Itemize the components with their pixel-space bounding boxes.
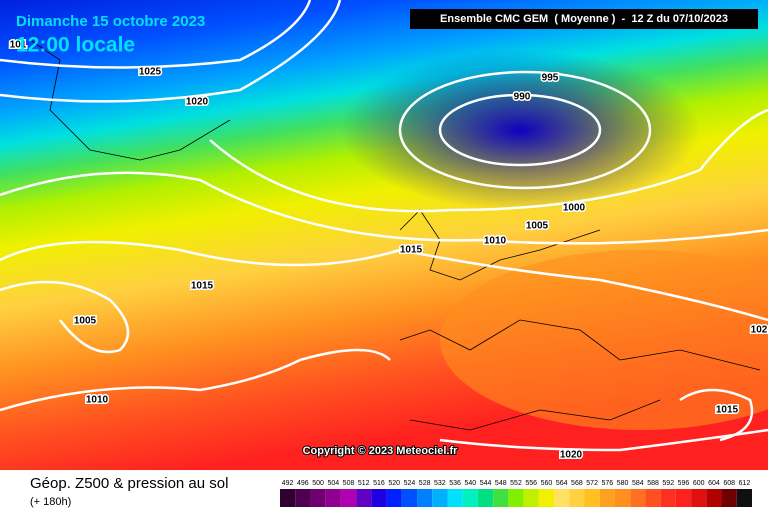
scale-swatch bbox=[736, 489, 752, 507]
scale-label: 492 bbox=[282, 480, 294, 487]
footer-title: Géop. Z500 & pression au sol bbox=[30, 475, 228, 492]
isobar-label: 1015 bbox=[191, 281, 214, 292]
scale-label: 552 bbox=[510, 480, 522, 487]
scale-swatch bbox=[706, 489, 722, 507]
scale-label: 580 bbox=[617, 480, 629, 487]
scale-label: 500 bbox=[312, 480, 324, 487]
low-core bbox=[340, 50, 700, 210]
date: Dimanche 15 octobre 2023 bbox=[16, 13, 205, 30]
scale-label: 520 bbox=[388, 480, 400, 487]
scale-swatch bbox=[721, 489, 737, 507]
scale-label: 612 bbox=[739, 480, 751, 487]
scale-label: 496 bbox=[297, 480, 309, 487]
scale-swatch bbox=[371, 489, 387, 507]
scale-label: 504 bbox=[327, 480, 339, 487]
scale-swatch bbox=[401, 489, 418, 507]
scale-label: 548 bbox=[495, 480, 507, 487]
scale-label: 604 bbox=[708, 480, 720, 487]
copyright: Copyright © 2023 Meteociel.fr bbox=[303, 445, 459, 457]
scale-label: 556 bbox=[525, 480, 537, 487]
scale-swatch bbox=[447, 489, 463, 507]
isobar-label: 102 bbox=[751, 325, 768, 336]
scale-swatch bbox=[691, 489, 707, 507]
warm-area bbox=[440, 250, 768, 430]
scale-swatch bbox=[417, 489, 433, 507]
scale-swatch bbox=[645, 489, 661, 507]
lead-time: (+ 180h) bbox=[30, 496, 71, 508]
isobar-labels: 1025 1020 995 990 1000 1005 1010 1015 10… bbox=[8, 38, 768, 462]
isobar-label: 1015 bbox=[716, 405, 739, 416]
isobars bbox=[0, 0, 768, 450]
isobar-label: 1015 bbox=[400, 245, 423, 256]
isobar-label: 1020 bbox=[560, 450, 583, 461]
scale-label: 560 bbox=[541, 480, 553, 487]
isobar-label: 1005 bbox=[74, 316, 97, 327]
scale-label: 564 bbox=[556, 480, 568, 487]
isobar-label: 990 bbox=[514, 92, 531, 103]
scale-label: 544 bbox=[480, 480, 492, 487]
scale-label: 588 bbox=[647, 480, 659, 487]
coastlines bbox=[29, 39, 761, 431]
isobar-label: 1005 bbox=[526, 221, 549, 232]
model-info: Ensemble CMC GEM ( Moyenne ) - 12 Z du 0… bbox=[440, 13, 728, 25]
local-time: 12:00 locale bbox=[16, 34, 135, 57]
scale-label: 596 bbox=[678, 480, 690, 487]
scale-swatch bbox=[310, 489, 326, 507]
scale-label: 532 bbox=[434, 480, 446, 487]
scale-label: 584 bbox=[632, 480, 644, 487]
scale-label: 572 bbox=[586, 480, 598, 487]
scale-swatch bbox=[660, 489, 676, 507]
scale-swatch bbox=[325, 489, 341, 507]
scale-swatch bbox=[493, 489, 509, 507]
scale-swatch bbox=[356, 489, 372, 507]
scale-label: 528 bbox=[419, 480, 431, 487]
scale-swatch bbox=[554, 489, 570, 507]
scale-label: 536 bbox=[449, 480, 461, 487]
scale-swatch bbox=[386, 489, 402, 507]
scale-label: 608 bbox=[723, 480, 735, 487]
scale-swatch bbox=[538, 489, 555, 507]
isobar-label: 1010 bbox=[86, 395, 109, 406]
scale-label: 540 bbox=[464, 480, 476, 487]
scale-swatch bbox=[523, 489, 539, 507]
scale-label: 524 bbox=[404, 480, 416, 487]
isobar-label: 1020 bbox=[186, 97, 209, 108]
scale-label: 576 bbox=[602, 480, 614, 487]
isobar-label: 101 bbox=[10, 40, 27, 51]
scale-label: 512 bbox=[358, 480, 370, 487]
scale-label: 568 bbox=[571, 480, 583, 487]
scale-swatch bbox=[432, 489, 448, 507]
color-scale: 492 496 500 504 508 512 516 520 524 528 532 536 540 5… bbox=[280, 480, 752, 507]
scale-swatch bbox=[675, 489, 692, 507]
scale-swatch bbox=[462, 489, 478, 507]
scale-swatch bbox=[614, 489, 631, 507]
scale-swatch bbox=[630, 489, 646, 507]
scale-swatch bbox=[569, 489, 585, 507]
scale-label: 592 bbox=[662, 480, 674, 487]
scale-swatch bbox=[584, 489, 600, 507]
isobar-label: 995 bbox=[542, 73, 559, 84]
scale-label: 600 bbox=[693, 480, 705, 487]
scale-swatch bbox=[477, 489, 494, 507]
scale-label: 516 bbox=[373, 480, 385, 487]
isobar-label: 1000 bbox=[563, 203, 586, 214]
scale-swatch bbox=[340, 489, 357, 507]
scale-label: 508 bbox=[343, 480, 355, 487]
scale-swatch bbox=[295, 489, 311, 507]
isobar-label: 1025 bbox=[139, 67, 162, 78]
isobar-label: 1010 bbox=[484, 236, 507, 247]
model-banner bbox=[410, 9, 758, 29]
scale-swatch bbox=[280, 489, 296, 507]
scale-swatch bbox=[599, 489, 615, 507]
scale-swatch bbox=[508, 489, 524, 507]
